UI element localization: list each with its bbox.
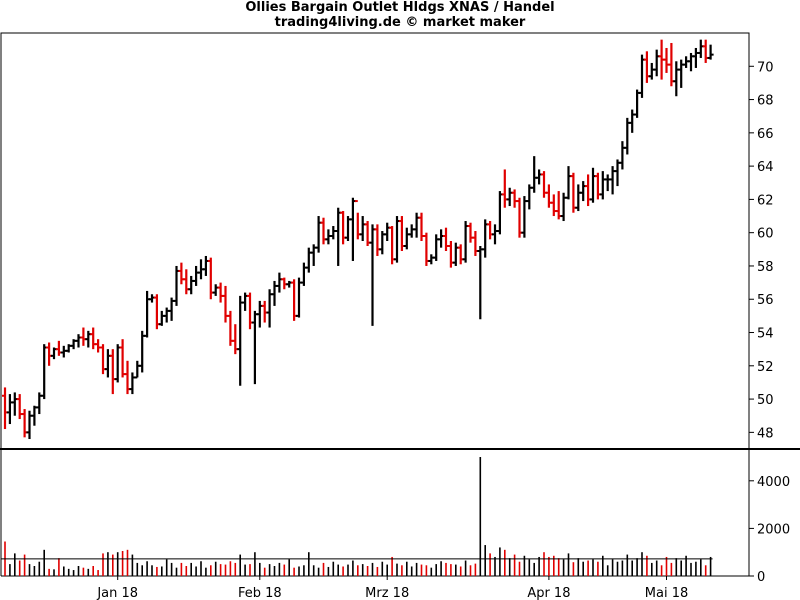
- volume-tick-label: 4000: [757, 475, 790, 490]
- price-tick-label: 56: [757, 293, 774, 308]
- volume-tick-label: 0: [757, 570, 765, 585]
- x-tick-label: Mrz 18: [365, 586, 409, 600]
- volume-tick-label: 2000: [757, 522, 790, 537]
- price-tick-label: 68: [757, 94, 774, 109]
- price-tick-label: 60: [757, 227, 774, 242]
- price-tick-label: 58: [757, 260, 774, 275]
- x-tick-label: Mai 18: [645, 586, 688, 600]
- x-tick-label: Jan 18: [96, 586, 138, 600]
- price-tick-label: 50: [757, 393, 774, 408]
- price-tick-label: 64: [757, 160, 774, 175]
- price-tick-label: 48: [757, 426, 774, 441]
- price-tick-label: 62: [757, 193, 774, 208]
- price-tick-label: 52: [757, 360, 774, 375]
- chart-title: Ollies Bargain Outlet Hldgs XNAS / Hande…: [245, 0, 555, 15]
- chart-subtitle: trading4living.de © market maker: [274, 15, 526, 30]
- price-tick-label: 54: [757, 327, 774, 342]
- price-tick-label: 70: [757, 60, 774, 75]
- x-tick-label: Apr 18: [527, 586, 570, 600]
- x-tick-label: Feb 18: [238, 586, 282, 600]
- price-tick-label: 66: [757, 127, 774, 142]
